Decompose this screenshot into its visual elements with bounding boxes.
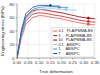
y-tick-label: 40 bbox=[10, 29, 15, 34]
x-tick-label: 0.00 bbox=[13, 60, 22, 65]
legend-label: 1 ABS/PC bbox=[58, 47, 79, 51]
legend-swatch bbox=[53, 31, 57, 32]
legend-swatch bbox=[53, 49, 57, 50]
y-axis-label: Engineering stress (MPa) bbox=[0, 6, 5, 56]
legend-swatch bbox=[53, 35, 57, 36]
series-line bbox=[17, 13, 95, 58]
axes: 0.000.050.100.150.200.250.300.35 0 20 40 60 8… bbox=[10, 2, 100, 66]
legend-swatch bbox=[53, 44, 57, 45]
legend-swatch bbox=[53, 40, 57, 41]
legend-label: 0.1 ABS/PC bbox=[58, 43, 80, 47]
series-line bbox=[17, 9, 95, 58]
y-tick-label: 20 bbox=[10, 42, 15, 47]
legend-frame bbox=[52, 28, 94, 57]
legend-label: 10 PLA/PMMA-BS bbox=[58, 38, 92, 42]
series-line bbox=[17, 15, 95, 58]
legend-label: 1 PLA/PMMA-BS bbox=[58, 34, 92, 38]
x-tick-label: 0.35 bbox=[91, 60, 100, 65]
series-marker bbox=[58, 6, 61, 9]
y-tick-label: 0 bbox=[12, 56, 15, 61]
x-tick-label: 0.25 bbox=[68, 60, 77, 65]
y-tick-label: 60 bbox=[10, 15, 15, 20]
legend-label: T ABS/PC bbox=[58, 52, 80, 56]
legend-label: 0.1 PLA/PMMA-BS bbox=[58, 29, 93, 33]
series-marker bbox=[65, 8, 68, 11]
x-tick-label: 0.15 bbox=[46, 60, 55, 65]
grid-line bbox=[17, 58, 95, 59]
y-tick-label: 80 bbox=[10, 2, 15, 7]
plot-area bbox=[17, 4, 95, 58]
y-axis bbox=[17, 4, 18, 58]
legend: 0.1 PLA/PMMA-BS1 PLA/PMMA-BS10 PLA/PMMA-… bbox=[52, 28, 94, 57]
legend-swatch bbox=[53, 53, 57, 54]
x-tick-label: 0.30 bbox=[80, 60, 89, 65]
x-axis bbox=[17, 58, 95, 59]
series-marker bbox=[87, 23, 90, 26]
grid bbox=[17, 4, 95, 58]
chart: 0.000.050.100.150.200.250.300.35 0 20 40 60 8… bbox=[0, 0, 100, 75]
x-axis-label: True deformation bbox=[39, 69, 73, 74]
x-tick-label: 0.05 bbox=[24, 60, 33, 65]
series-marker bbox=[49, 4, 52, 7]
x-tick-label: 0.10 bbox=[35, 60, 44, 65]
series-marker bbox=[87, 20, 90, 23]
grid-line bbox=[17, 4, 95, 5]
x-tick-label: 0.20 bbox=[57, 60, 66, 65]
series-marker bbox=[87, 16, 90, 19]
